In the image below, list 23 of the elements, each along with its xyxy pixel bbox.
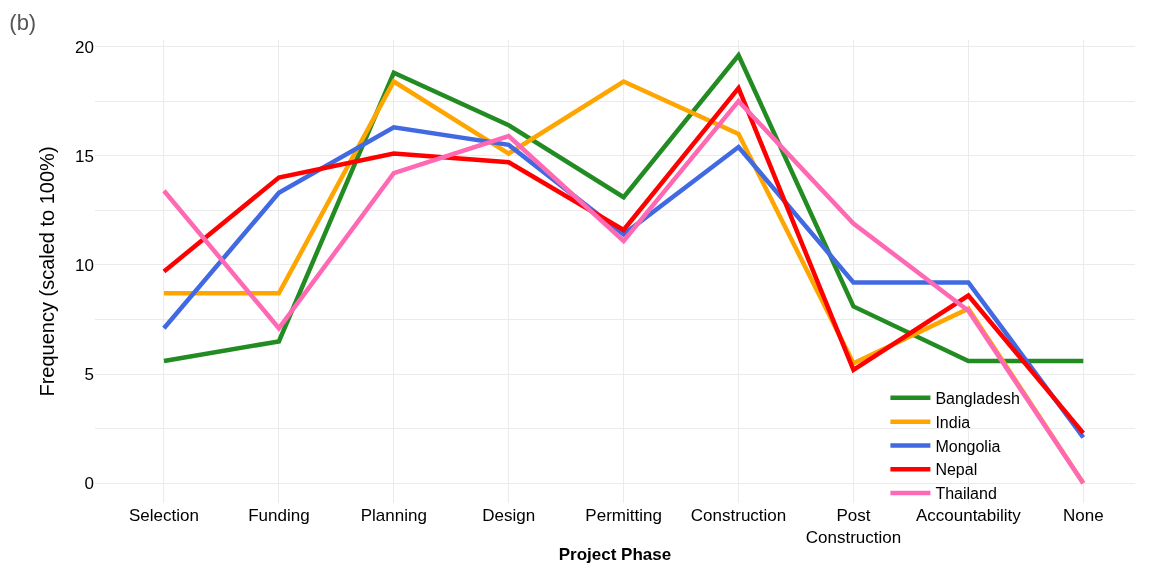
x-tick-label: Permitting: [585, 506, 662, 525]
y-tick-label: 5: [84, 365, 94, 385]
line-series: [161, 53, 1086, 364]
x-tick-label: Design: [482, 506, 536, 525]
x-tick-label: Planning: [360, 506, 427, 525]
legend-label: Nepal: [935, 461, 978, 479]
legend-label: India: [935, 413, 971, 431]
x-tick-label: None: [1062, 506, 1104, 525]
x-tick-label: Construction: [690, 506, 787, 525]
x-tick-label: Post Construction: [805, 506, 902, 548]
y-tick-label: 20: [75, 37, 94, 57]
y-tick-label: 15: [75, 146, 94, 166]
x-tick-label: Selection: [128, 506, 199, 525]
y-tick-label: 0: [84, 474, 94, 494]
x-tick-label: Funding: [248, 506, 310, 525]
chart-title: (b): [9, 9, 37, 35]
x-axis-title: Project Phase: [558, 545, 672, 565]
legend-label: Thailand: [935, 485, 997, 503]
y-axis-title: Frequency (scaled to 100%): [35, 146, 58, 397]
y-tick-label: 10: [75, 255, 94, 275]
legend-label: Mongolia: [935, 437, 1001, 455]
x-tick-label: Accountability: [915, 506, 1022, 525]
legend-label: Bangladesh: [935, 390, 1020, 408]
